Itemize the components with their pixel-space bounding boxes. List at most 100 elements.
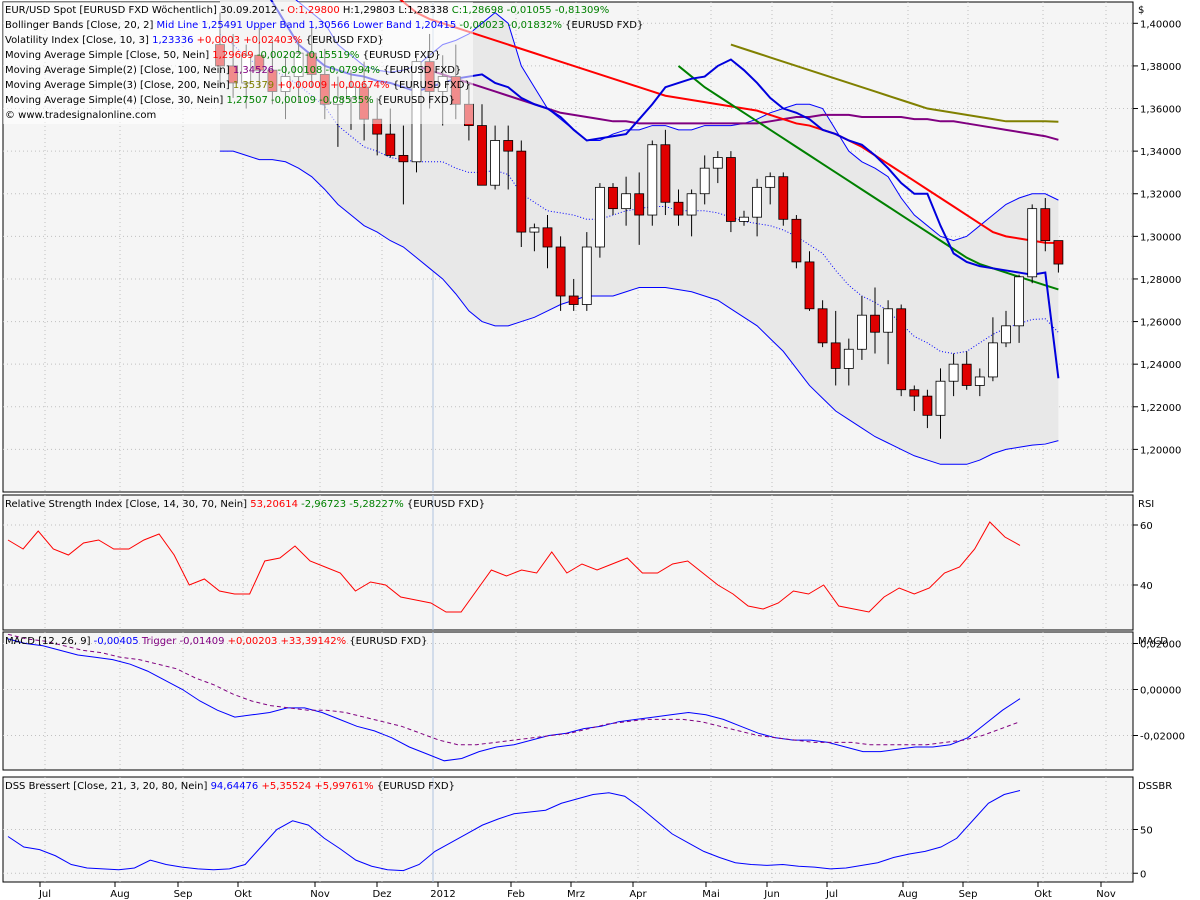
price-tick-label: 1,36000 bbox=[1140, 105, 1181, 116]
price-legend-line-part: -0,00109 -0,08535% bbox=[268, 95, 374, 106]
macd-legend: MACD [12, 26, 9] -0,00405 Trigger -0,014… bbox=[5, 636, 427, 647]
dss-tick-label: 0 bbox=[1140, 869, 1146, 880]
candle-body bbox=[765, 176, 776, 188]
candle-body bbox=[503, 140, 514, 152]
price-legend-line-part: {EURUSD FXD} bbox=[374, 95, 455, 106]
candle-body bbox=[686, 193, 697, 216]
rsi-tick-label: 60 bbox=[1140, 521, 1153, 532]
price-legend-line: EUR/USD Spot [EURUSD FXD Wöchentlich] 30… bbox=[5, 5, 609, 16]
macd-line bbox=[7, 638, 1021, 762]
price-legend-line-part: 1,27507 bbox=[226, 95, 267, 106]
price-legend-line-part: {EURUSD FXD} bbox=[562, 20, 643, 31]
price-tick-label: 1,30000 bbox=[1140, 232, 1181, 243]
time-label: Mai bbox=[702, 889, 720, 900]
price-legend-line-part: {EURUSD FXD} bbox=[390, 80, 471, 91]
candle-body bbox=[712, 157, 723, 169]
price-legend-line-part: Bollinger Bands [Close, 20, 2] bbox=[5, 20, 157, 31]
rsi-line bbox=[7, 521, 1021, 613]
candle-body bbox=[516, 150, 527, 233]
candle-body bbox=[581, 246, 592, 305]
price-legend-line-part: +0,00009 +0,00674% bbox=[274, 80, 389, 91]
candle-body bbox=[830, 342, 841, 369]
candle-body bbox=[1001, 325, 1011, 344]
candle-body bbox=[621, 193, 631, 210]
price-tick-label: 1,40000 bbox=[1140, 19, 1181, 30]
candle-body bbox=[477, 125, 487, 186]
time-label: Dez bbox=[372, 889, 391, 900]
time-label: Feb bbox=[507, 889, 525, 900]
candle-body bbox=[568, 295, 579, 305]
candle-body bbox=[883, 308, 893, 333]
price-legend-line-part: Volatility Index [Close, 10, 3] bbox=[5, 35, 152, 46]
candle-body bbox=[595, 186, 605, 248]
price-legend-line-part: {EURUSD FXD} bbox=[359, 50, 440, 61]
rsi-legend-part: Relative Strength Index [Close, 14, 30, … bbox=[5, 499, 250, 510]
candle-body bbox=[988, 342, 998, 378]
price-tick-label: 1,32000 bbox=[1140, 190, 1181, 201]
macd-trigger-line bbox=[7, 633, 1021, 746]
sma200-line bbox=[730, 43, 1059, 123]
time-axis: Jul Aug Sep Okt Nov Dez 2012 Feb Mrz Apr Mai Jun Jul… bbox=[38, 882, 1116, 900]
candle-body bbox=[1040, 208, 1051, 242]
dss-legend-part: DSS Bressert [Close, 21, 3, 20, 80, Nein… bbox=[5, 781, 211, 792]
price-tick-label: 1,38000 bbox=[1140, 62, 1181, 73]
macd-legend-part: +0,00203 +33,39142% bbox=[224, 636, 346, 647]
price-panel[interactable]: $1,40000 1,38000 1,36000 1,34000 1,32000 1,30… bbox=[2, 0, 1181, 493]
candle-body bbox=[647, 144, 658, 216]
candle-body bbox=[398, 154, 409, 163]
price-legend-line-part: Moving Average Simple(2) [Close, 100, Ne… bbox=[5, 65, 233, 76]
time-label: Jul bbox=[825, 889, 838, 900]
candle-body bbox=[778, 176, 789, 220]
price-legend-line: Moving Average Simple(2) [Close, 100, Ne… bbox=[5, 65, 461, 76]
price-legend-line-part: O:1,29800 bbox=[287, 5, 339, 16]
price-legend-line-part: {EURUSD FXD} bbox=[302, 35, 383, 46]
macd-tick-label: 0,02000 bbox=[1140, 640, 1181, 651]
price-legend-line-part: Moving Average Simple [Close, 50, Nein] bbox=[5, 50, 212, 61]
candle-body bbox=[673, 201, 684, 216]
candle-body bbox=[974, 376, 985, 386]
candle-body bbox=[739, 216, 749, 222]
candle-body bbox=[608, 186, 618, 210]
price-tick-label: 1,34000 bbox=[1140, 147, 1181, 158]
rsi-legend-part: {EURUSD FXD} bbox=[404, 499, 485, 510]
price-legend-line-part: C:1,28698 -0,01055 -0,81309% bbox=[452, 5, 610, 16]
dss-tick-label: 50 bbox=[1140, 826, 1153, 837]
rsi-legend-part: -2,96723 -5,28227% bbox=[298, 499, 404, 510]
candle-body bbox=[935, 380, 946, 416]
candle-body bbox=[857, 314, 867, 350]
rsi-panel[interactable]: RSI 60 40 Relative Strength Index [Close, 1… bbox=[2, 494, 1154, 631]
dss-panel[interactable]: DSSBR 50 0 DSS Bressert [Close, 21, 3, 20, … bbox=[2, 776, 1172, 883]
price-legend-line-part: H:1,29803 L:1,28338 bbox=[340, 5, 452, 16]
price-axis-label: $ bbox=[1138, 5, 1144, 16]
price-legend-line-part: {EURUSD FXD} bbox=[380, 65, 461, 76]
time-label: Aug bbox=[110, 889, 130, 900]
price-tick-label: 1,20000 bbox=[1140, 445, 1181, 456]
macd-legend-part: {EURUSD FXD} bbox=[346, 636, 427, 647]
dss-legend-part: +5,35524 +5,99761% bbox=[258, 781, 373, 792]
candle-body bbox=[529, 227, 540, 233]
time-label: Apr bbox=[629, 889, 647, 900]
time-label: 2012 bbox=[430, 889, 455, 900]
candle-body bbox=[922, 395, 933, 416]
price-legend-line-part: Mid Line 1,25491 Upper Band 1,30566 Lowe… bbox=[157, 20, 457, 31]
candle-body bbox=[1014, 276, 1024, 327]
time-label: Jun bbox=[763, 889, 780, 900]
price-legend-line-part: -0,00108 -0,07994% bbox=[274, 65, 380, 76]
price-legend-line-part: -0,00023 -0,01832% bbox=[456, 20, 562, 31]
candle-body bbox=[542, 227, 553, 248]
candle-body bbox=[385, 133, 396, 156]
time-label: Jul bbox=[38, 889, 51, 900]
dss-axis-label: DSSBR bbox=[1138, 781, 1172, 792]
dss-line bbox=[7, 789, 1021, 872]
macd-tick-label: 0,00000 bbox=[1140, 686, 1181, 697]
rsi-frame bbox=[2, 494, 1134, 631]
candle-body bbox=[804, 261, 815, 310]
macd-legend-part: -0,00405 bbox=[94, 636, 139, 647]
price-legend-line-part: EUR/USD Spot [EURUSD FXD Wöchentlich] 30… bbox=[5, 5, 287, 16]
macd-legend-part: Trigger -0,01409 bbox=[139, 636, 225, 647]
price-tick-label: 1,22000 bbox=[1140, 403, 1181, 414]
time-label: Mrz bbox=[567, 889, 585, 900]
time-label: Okt bbox=[1034, 889, 1052, 900]
candle-body bbox=[634, 193, 645, 216]
